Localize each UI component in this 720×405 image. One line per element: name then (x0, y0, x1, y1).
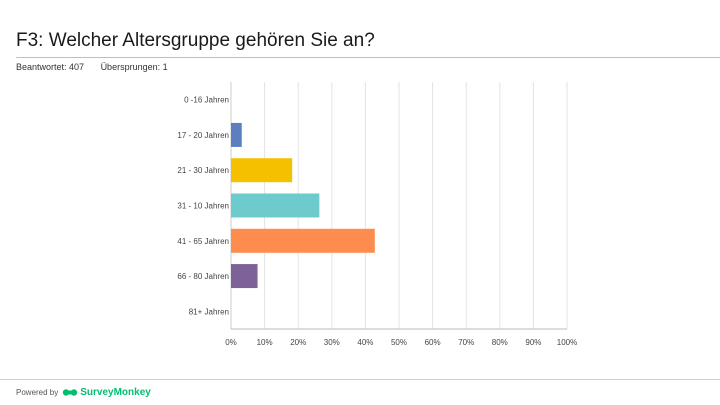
bar (231, 228, 375, 253)
x-tick-label: 90% (525, 338, 541, 347)
label-layer: 0 -16 Jahren 17 - 20 Jahren 21 - 30 Jahren… (177, 96, 229, 317)
tick-layer: 0% 10% 20% 30% 40% 50% 60% 70% 80% 90% 100% (225, 338, 577, 347)
category-label: 17 - 20 Jahren (177, 131, 229, 140)
surveymonkey-icon (63, 389, 78, 396)
footer-divider (0, 379, 720, 380)
category-label: 31 - 10 Jahren (177, 202, 229, 211)
powered-by-label: Powered by (16, 388, 59, 397)
x-tick-label: 0% (225, 338, 237, 347)
surveymonkey-logo: SurveyMonkey (62, 387, 151, 398)
bar-layer (231, 122, 375, 289)
category-label: 66 - 80 Jahren (177, 272, 229, 281)
x-tick-label: 20% (290, 338, 306, 347)
x-tick-label: 100% (557, 338, 577, 347)
x-tick-label: 40% (357, 338, 373, 347)
skipped-count: Übersprungen: 1 (100, 62, 168, 72)
bar (231, 158, 293, 183)
category-label: 0 -16 Jahren (184, 96, 229, 105)
page-title: F3: Welcher Altersgruppe gehören Sie an? (16, 30, 375, 51)
x-tick-label: 70% (458, 338, 474, 347)
bar (231, 122, 242, 147)
x-tick-label: 30% (324, 338, 340, 347)
bar (231, 264, 258, 289)
title-divider (16, 57, 720, 58)
category-label: 81+ Jahren (189, 307, 229, 316)
x-tick-label: 10% (257, 338, 273, 347)
response-stats: Beantwortet: 407 Übersprungen: 1 (16, 62, 182, 72)
brand-name: SurveyMonkey (80, 387, 151, 398)
bar (231, 193, 320, 218)
answered-count: Beantwortet: 407 (16, 62, 85, 72)
category-label: 21 - 30 Jahren (177, 166, 229, 175)
x-tick-label: 80% (492, 338, 508, 347)
footer: Powered by SurveyMonkey (16, 387, 151, 398)
category-label: 41 - 65 Jahren (177, 237, 229, 246)
x-tick-label: 60% (425, 338, 441, 347)
x-tick-label: 50% (391, 338, 407, 347)
